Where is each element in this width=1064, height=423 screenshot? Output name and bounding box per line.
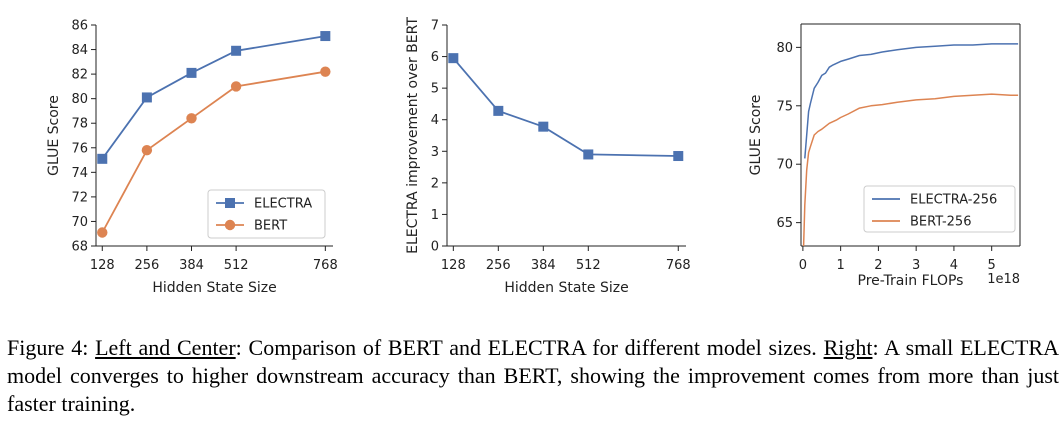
right-series-line-bert-256 (802, 93, 1019, 247)
center-x-axis-label: Hidden State Size (504, 280, 628, 296)
center-x-tick-label: 384 (531, 258, 556, 273)
right-y-tick-label: 80 (776, 41, 793, 56)
left-data-point (320, 31, 331, 42)
left-data-point (186, 67, 197, 78)
center-data-point (538, 121, 549, 132)
left-y-tick-label: 86 (71, 19, 88, 34)
left-series-line-electra (101, 35, 326, 160)
left-y-tick-label: 80 (71, 92, 88, 107)
center-y-tick-label: 0 (431, 240, 439, 255)
center-y-tick-label: 1 (431, 208, 439, 223)
left-y-axis-label: GLUE Score (46, 95, 62, 176)
left-data-point (320, 66, 331, 77)
center-x-tick-label: 256 (486, 258, 511, 273)
left-y-tick-label: 82 (71, 68, 88, 83)
left-data-point (97, 227, 108, 238)
right-legend-label: ELECTRA-256 (910, 193, 997, 208)
center-y-tick-label: 5 (431, 82, 439, 97)
left-legend-label: ELECTRA (254, 197, 312, 212)
left-data-point (231, 45, 242, 56)
right-y-axis-label: GLUE Score (748, 95, 764, 176)
center-x-tick-label: 512 (576, 258, 601, 273)
right-x-tick-label: 0 (799, 258, 807, 273)
center-x-tick-label: 128 (441, 258, 466, 273)
left-x-axis-label: Hidden State Size (152, 280, 276, 296)
left-y-tick-label: 70 (71, 215, 88, 230)
left-legend-label: BERT (254, 219, 287, 234)
center-y-tick-label: 4 (431, 113, 439, 128)
left-x-tick-label: 256 (134, 258, 159, 273)
left-y-tick-label: 72 (71, 190, 88, 205)
center-data-point (583, 149, 594, 160)
center-y-tick-label: 7 (431, 19, 439, 34)
center-y-tick-label: 6 (431, 50, 439, 65)
right-plot: 65 70 75 80 0 1 2 3 4 5 Pre-Train FLOPs GLUE Score 1… (748, 23, 1021, 289)
left-legend-marker (225, 198, 235, 208)
center-x-tick-label: 768 (666, 258, 691, 273)
left-data-point (141, 145, 153, 156)
caption-prefix: Figure 4: (7, 335, 96, 360)
right-y-tick-label: 65 (776, 216, 793, 231)
left-data-point (141, 92, 152, 103)
right-x-tick-label: 1 (837, 258, 845, 273)
right-x-axis-label: Pre-Train FLOPs (858, 273, 964, 289)
right-y-tick-label: 70 (776, 158, 793, 173)
right-y-tick-label: 75 (776, 99, 793, 114)
right-x-tick-label: 4 (950, 258, 958, 273)
left-data-point (186, 113, 197, 124)
caption-right: Right (823, 335, 873, 360)
left-y-tick-label: 84 (71, 43, 88, 58)
caption-text-1: : Comparison of BERT and ELECTRA for dif… (235, 335, 824, 360)
center-series-line-s0 (452, 57, 679, 157)
left-x-tick-label: 512 (224, 258, 249, 273)
left-data-point (230, 81, 242, 92)
center-y-tick-label: 3 (431, 145, 439, 160)
left-y-tick-label: 74 (71, 166, 88, 181)
caption-left-center: Left and Center (95, 335, 236, 360)
center-plot: 0 1 2 3 4 5 6 7 128 256 384 512 768 Hidden State Size… (405, 17, 691, 296)
left-legend-marker (224, 219, 236, 231)
left-legend (207, 189, 326, 239)
center-y-tick-label: 2 (431, 176, 439, 191)
right-legend (863, 185, 1016, 233)
right-x-tick-label: 5 (988, 258, 996, 273)
caption-text-2: : A small ELECTRA model converges to hig… (7, 335, 1059, 416)
right-x-offset-label: 1e18 (987, 272, 1020, 287)
right-x-tick-label: 3 (912, 258, 920, 273)
right-legend-label: BERT-256 (910, 215, 971, 230)
left-y-tick-label: 68 (71, 240, 88, 255)
center-data-point (448, 53, 459, 64)
center-data-point (673, 151, 684, 162)
left-y-tick-label: 78 (71, 117, 88, 132)
left-x-tick-label: 768 (313, 258, 338, 273)
left-y-tick-label: 76 (71, 141, 88, 156)
center-y-axis-label: ELECTRA improvement over BERT (405, 17, 421, 254)
figure-caption: Figure 4: Left and Center: Comparison of… (7, 334, 1059, 418)
left-x-tick-label: 128 (90, 258, 115, 273)
right-x-tick-label: 2 (874, 258, 882, 273)
left-plot: 68 70 72 74 76 78 80 82 84 86 128 256 384 512 768 Hidde… (46, 19, 338, 297)
left-x-tick-label: 384 (179, 258, 204, 273)
center-data-point (493, 105, 504, 116)
right-series-line-electra-256 (804, 43, 1019, 159)
left-data-point (97, 153, 108, 164)
